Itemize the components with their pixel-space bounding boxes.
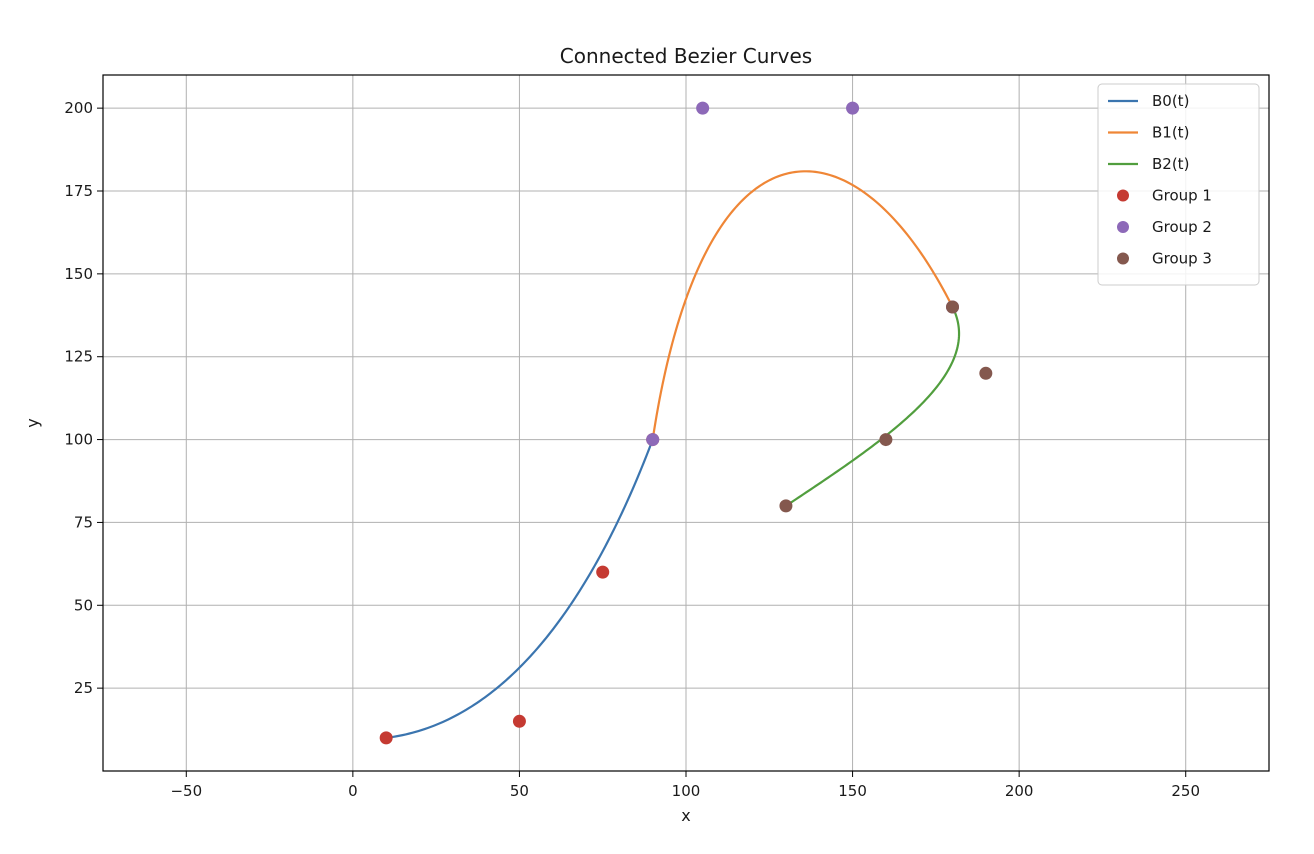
y-axis-label: y <box>23 418 42 427</box>
data-point <box>646 433 660 447</box>
series-line-B2(t) <box>785 306 961 507</box>
legend-label: Group 3 <box>1152 250 1212 268</box>
y-tick-label: 150 <box>64 265 93 283</box>
legend-label: B2(t) <box>1152 155 1189 173</box>
data-point <box>379 731 393 745</box>
x-tick-label: −50 <box>170 782 202 800</box>
control-points <box>379 101 993 745</box>
legend-swatch <box>1117 189 1129 202</box>
x-tick-label: 200 <box>1005 782 1034 800</box>
legend-swatch <box>1117 221 1129 233</box>
y-tick-label: 100 <box>64 431 93 449</box>
x-tick-label: 250 <box>1171 782 1200 800</box>
y-tick-label: 25 <box>74 679 93 697</box>
x-axis-label: x <box>681 806 690 825</box>
data-point <box>846 101 860 115</box>
legend-box <box>1097 83 1260 286</box>
legend: B0(t) B1(t) B2(t) Group 1 Group 2 Group 3 <box>1097 83 1260 286</box>
y-tick-label: 125 <box>64 348 93 366</box>
data-point <box>779 499 793 513</box>
y-tick-label: 75 <box>74 513 93 531</box>
x-tick-label: 150 <box>838 782 867 800</box>
data-point <box>946 300 960 314</box>
data-point <box>696 101 710 115</box>
legend-label: B1(t) <box>1152 124 1189 142</box>
y-axis-ticks: 25 50 75 100 125 150 175 200 <box>64 99 103 697</box>
legend-label: B0(t) <box>1152 92 1189 110</box>
series-line-B0(t) <box>386 439 654 739</box>
x-tick-label: 50 <box>510 782 529 800</box>
y-tick-label: 175 <box>64 182 93 200</box>
chart-title: Connected Bezier Curves <box>560 44 812 68</box>
data-point <box>879 433 893 447</box>
grid <box>103 75 1269 771</box>
x-tick-label: 100 <box>672 782 701 800</box>
y-tick-label: 50 <box>74 596 93 614</box>
legend-label: Group 1 <box>1152 187 1212 205</box>
data-point <box>979 366 993 380</box>
x-axis-ticks: −50 0 50 100 150 200 250 <box>170 771 1200 800</box>
x-tick-label: 0 <box>348 782 358 800</box>
data-point <box>512 714 526 728</box>
y-tick-label: 200 <box>64 99 93 117</box>
curves <box>386 170 961 739</box>
legend-label: Group 2 <box>1152 218 1212 236</box>
data-point <box>596 565 610 579</box>
series-line-B1(t) <box>651 170 954 440</box>
legend-swatch <box>1117 252 1129 265</box>
